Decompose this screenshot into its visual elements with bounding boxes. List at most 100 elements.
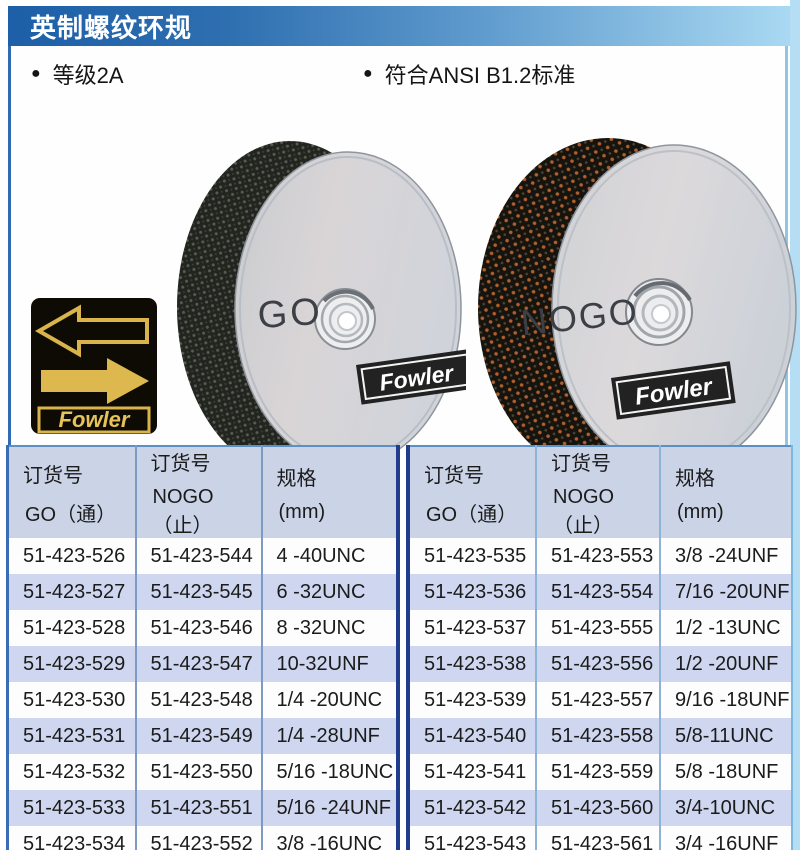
table-row: 51-423-542 51-423-560 3/4-10UNC <box>408 790 792 826</box>
nogo-number: 51-423-559 <box>535 754 660 790</box>
go-number: 51-423-542 <box>424 796 527 819</box>
nogo-number: 51-423-557 <box>535 682 660 718</box>
go-ring-gauge-image: GO Fowler <box>177 141 466 473</box>
go-label: GO <box>256 291 324 337</box>
col-header-nogo: 订货号 NOGO（止） <box>134 446 262 538</box>
spec: 3/4 -16UNF <box>659 826 792 850</box>
nogo-number: 51-423-556 <box>535 646 660 682</box>
go-number: 51-423-528 <box>23 616 126 639</box>
table-row: 51-423-527 51-423-545 6 -32UNC <box>7 574 398 610</box>
nogo-number: 51-423-545 <box>134 574 262 610</box>
go-number: 51-423-532 <box>23 760 126 783</box>
table-row: 51-423-540 51-423-558 5/8-11UNC <box>408 718 792 754</box>
go-number: 51-423-526 <box>23 544 126 567</box>
nogo-number: 51-423-554 <box>535 574 660 610</box>
go-number: 51-423-537 <box>424 616 527 639</box>
table-row: 51-423-530 51-423-548 1/4 -20UNC <box>8 682 398 718</box>
fowler-plate: Fowler <box>611 361 736 420</box>
go-number: 51-423-529 <box>23 652 126 675</box>
table-row: 51-423-539 51-423-557 9/16 -18UNF <box>408 682 792 718</box>
section-header-bar: 英制螺纹环规 <box>8 6 790 46</box>
table-row: 51-423-531 51-423-549 1/4 -28UNF <box>7 718 398 754</box>
spec: 6 -32UNC <box>260 574 398 610</box>
right-arrow-icon <box>41 358 149 404</box>
spec: 7/16 -20UNF <box>659 574 792 610</box>
nogo-number: 51-423-560 <box>535 790 660 826</box>
page-title: 英制螺纹环规 <box>30 12 193 43</box>
table-row: 51-423-536 51-423-554 7/16 -20UNF <box>408 574 792 610</box>
nogo-number: 51-423-550 <box>134 754 262 790</box>
product-image-panel: ● 等级2A ● 符合ANSI B1.2标准 <box>8 46 797 478</box>
spec: 4 -40UNC <box>260 538 398 574</box>
feature-text-standard: 符合ANSI B1.2标准 <box>384 63 576 88</box>
spec: 5/16 -18UNC <box>260 754 398 790</box>
table-row: 51-423-541 51-423-559 5/8 -18UNF <box>408 754 792 790</box>
nogo-number: 51-423-547 <box>134 646 262 682</box>
nogo-number: 51-423-558 <box>535 718 660 754</box>
spec: 5/8-11UNC <box>659 718 792 754</box>
nogo-number: 51-423-561 <box>535 826 660 850</box>
nogo-number: 51-423-555 <box>535 610 660 646</box>
table-row: 51-423-543 51-423-561 3/4 -16UNF <box>408 826 792 850</box>
page-edge-strip <box>790 0 800 850</box>
spec: 10-32UNF <box>260 646 398 682</box>
logo-text-box <box>37 406 151 434</box>
col-header-go: 订货号 GO（通） <box>7 446 136 538</box>
fowler-logo: Fowler <box>31 298 157 434</box>
nogo-number: 51-423-552 <box>134 826 262 850</box>
bullet-icon: ● <box>31 65 41 82</box>
logo-brand-text: Fowler <box>59 407 131 432</box>
feature-bullet-2: ● 符合ANSI B1.2标准 <box>363 58 575 90</box>
spec: 8 -32UNC <box>260 610 398 646</box>
table-header-row: 订货号 GO（通） 订货号 NOGO（止） 规格 (mm) <box>7 446 398 538</box>
nogo-number: 51-423-549 <box>134 718 262 754</box>
nogo-number: 51-423-546 <box>134 610 262 646</box>
go-number: 51-423-540 <box>424 724 527 747</box>
nogo-number: 51-423-548 <box>134 682 262 718</box>
go-number: 51-423-538 <box>424 652 527 675</box>
col-header-go: 订货号 GO（通） <box>408 446 536 538</box>
feature-text-grade: 等级2A <box>52 63 124 88</box>
spec: 9/16 -18UNF <box>659 682 792 718</box>
go-number: 51-423-543 <box>424 832 527 850</box>
table-row: 51-423-533 51-423-551 5/16 -24UNF <box>7 790 398 826</box>
left-arrow-icon <box>34 304 149 358</box>
order-table-left: 订货号 GO（通） 订货号 NOGO（止） 规格 (mm) 51-423-526… <box>6 445 400 850</box>
go-number: 51-423-533 <box>23 796 126 819</box>
feature-bullet-1: ● 等级2A <box>31 58 124 90</box>
table-row: 51-423-532 51-423-550 5/16 -18UNC <box>8 754 398 790</box>
go-number: 51-423-536 <box>424 580 527 603</box>
nogo-ring-gauge-image: NOGO Fowler <box>478 138 797 478</box>
spec: 1/2 -13UNC <box>659 610 792 646</box>
table-row: 51-423-534 51-423-552 3/8 -16UNC <box>8 826 398 850</box>
spec: 5/16 -24UNF <box>260 790 398 826</box>
order-table-right: 订货号 GO（通） 订货号 NOGO（止） 规格 (mm) 51-423-535… <box>406 445 793 850</box>
go-number: 51-423-527 <box>23 580 126 603</box>
table-row: 51-423-526 51-423-544 4 -40UNC <box>8 538 398 574</box>
spec: 1/4 -20UNC <box>260 682 398 718</box>
go-number: 51-423-535 <box>424 544 527 567</box>
spec: 1/2 -20UNF <box>659 646 792 682</box>
table-header-row: 订货号 GO（通） 订货号 NOGO（止） 规格 (mm) <box>408 446 792 538</box>
table-row: 51-423-529 51-423-547 10-32UNF <box>7 646 398 682</box>
nogo-number: 51-423-551 <box>134 790 262 826</box>
col-header-spec: 规格 (mm) <box>260 446 398 538</box>
go-number: 51-423-539 <box>424 688 527 711</box>
table-row: 51-423-528 51-423-546 8 -32UNC <box>8 610 398 646</box>
go-number: 51-423-541 <box>424 760 527 783</box>
go-number: 51-423-534 <box>23 832 126 850</box>
threaded-hole <box>625 278 693 346</box>
table-row: 51-423-535 51-423-553 3/8 -24UNF <box>408 538 792 574</box>
go-number: 51-423-531 <box>23 724 126 747</box>
threaded-hole <box>314 288 376 350</box>
spec: 3/8 -16UNC <box>260 826 398 850</box>
table-row: 51-423-537 51-423-555 1/2 -13UNC <box>408 610 792 646</box>
spec: 3/4-10UNC <box>659 790 792 826</box>
col-header-spec: 规格 (mm) <box>659 446 792 538</box>
spec: 1/4 -28UNF <box>260 718 398 754</box>
col-header-nogo: 订货号 NOGO（止） <box>535 446 660 538</box>
nogo-number: 51-423-553 <box>535 538 660 574</box>
bullet-icon: ● <box>363 65 373 82</box>
table-row: 51-423-538 51-423-556 1/2 -20UNF <box>408 646 792 682</box>
